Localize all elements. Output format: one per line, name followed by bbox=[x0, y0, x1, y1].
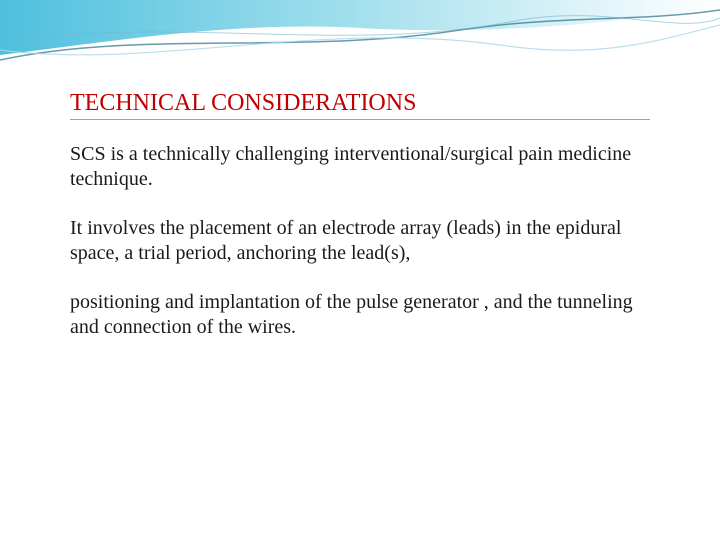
paragraph-1: SCS is a technically challenging interve… bbox=[70, 142, 650, 192]
slide-top-decoration bbox=[0, 0, 720, 80]
slide-title: TECHNICAL CONSIDERATIONS bbox=[70, 90, 650, 120]
paragraph-2: It involves the placement of an electrod… bbox=[70, 216, 650, 266]
paragraph-3: positioning and implantation of the puls… bbox=[70, 290, 650, 340]
wave-graphic bbox=[0, 0, 720, 80]
slide: TECHNICAL CONSIDERATIONS SCS is a techni… bbox=[0, 0, 720, 540]
slide-content: TECHNICAL CONSIDERATIONS SCS is a techni… bbox=[70, 90, 650, 364]
